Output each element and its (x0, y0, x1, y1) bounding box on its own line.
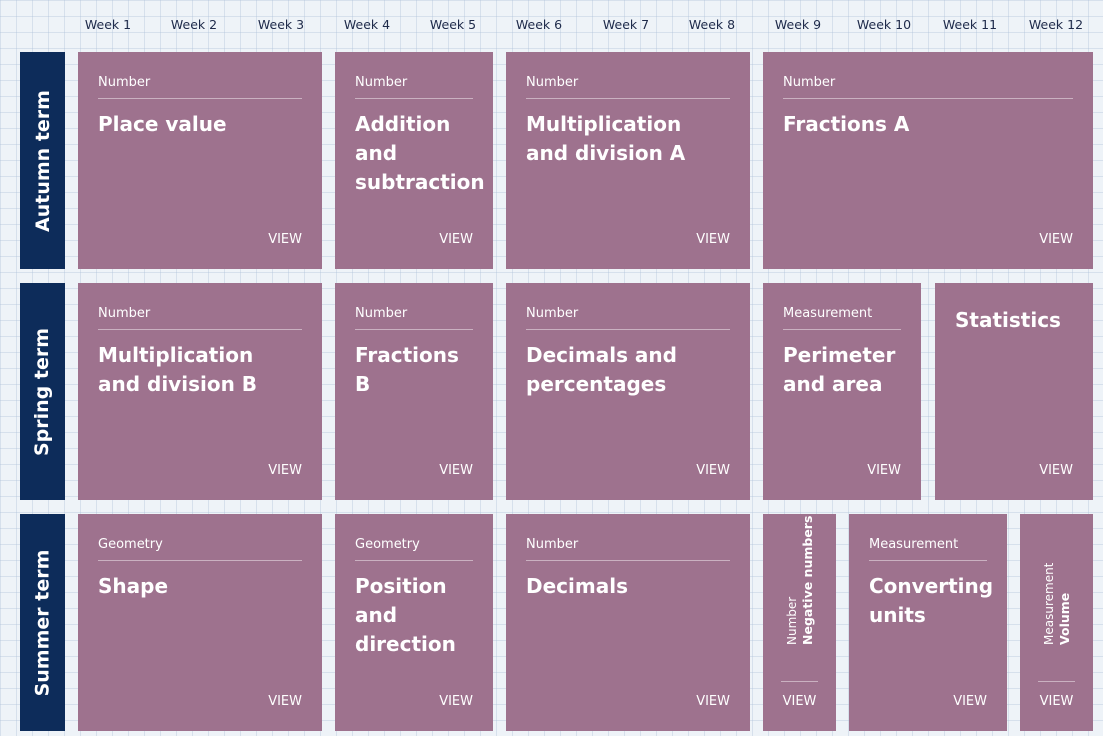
term-label-summer-text: Summer term (31, 549, 54, 696)
unit-title: Multiplication and division A (526, 112, 686, 165)
week-header-8: Week 8 (688, 17, 736, 32)
unit-card-multiplication-division-b[interactable]: Number Multiplication and division B VIE… (78, 283, 322, 500)
term-label-spring: Spring term (20, 283, 65, 500)
view-link[interactable]: VIEW (1039, 694, 1074, 709)
week-header-10: Week 10 (856, 17, 912, 32)
unit-category: Number (526, 306, 730, 330)
view-link[interactable]: VIEW (268, 694, 302, 709)
unit-category: Geometry (355, 537, 473, 561)
view-link[interactable]: VIEW (439, 694, 473, 709)
unit-card-addition-subtraction[interactable]: Number Addition and subtraction VIEW (335, 52, 493, 269)
unit-title: Decimals (526, 574, 628, 598)
unit-category: Number (783, 75, 1073, 99)
unit-title: Decimals and percentages (526, 343, 677, 396)
unit-title: Negative numbers (799, 515, 815, 645)
unit-card-place-value[interactable]: Number Place value VIEW (78, 52, 322, 269)
unit-title: Fractions A (783, 112, 910, 136)
unit-title: Volume (1056, 592, 1072, 645)
unit-title: Place value (98, 112, 227, 136)
view-link[interactable]: VIEW (867, 463, 901, 478)
unit-category: Measurement (869, 537, 987, 561)
unit-category: Number (355, 306, 473, 330)
unit-card-statistics[interactable]: Statistics VIEW (935, 283, 1093, 500)
unit-title: Fractions B (355, 343, 459, 396)
week-header-5: Week 5 (429, 17, 477, 32)
unit-title: Statistics (955, 308, 1061, 332)
unit-category: Geometry (98, 537, 302, 561)
view-link[interactable]: VIEW (696, 232, 730, 247)
view-link[interactable]: VIEW (1039, 232, 1073, 247)
unit-category: Measurement (783, 306, 901, 330)
week-header-6: Week 6 (515, 17, 563, 32)
unit-title: Shape (98, 574, 169, 598)
unit-title: Multiplication and division B (98, 343, 258, 396)
unit-title: Perimeter and area (783, 343, 896, 396)
unit-card-perimeter-area[interactable]: Measurement Perimeter and area VIEW (763, 283, 921, 500)
view-link[interactable]: VIEW (439, 463, 473, 478)
view-link[interactable]: VIEW (1039, 463, 1073, 478)
week-header-9: Week 9 (774, 17, 822, 32)
divider (1038, 681, 1075, 682)
week-header-4: Week 4 (343, 17, 391, 32)
unit-title: Position and direction (355, 574, 456, 656)
week-header-1: Week 1 (84, 17, 132, 32)
unit-category: Measurement (1041, 562, 1056, 645)
week-header-11: Week 11 (942, 17, 998, 32)
unit-category: Number (355, 75, 473, 99)
unit-card-fractions-a[interactable]: Number Fractions A VIEW (763, 52, 1093, 269)
unit-category: Number (526, 75, 730, 99)
unit-category: Number (98, 306, 302, 330)
view-link[interactable]: VIEW (696, 463, 730, 478)
unit-card-shape[interactable]: Geometry Shape VIEW (78, 514, 322, 731)
week-header-7: Week 7 (602, 17, 650, 32)
week-header-3: Week 3 (257, 17, 305, 32)
unit-title: Addition and subtraction (355, 112, 485, 194)
term-label-autumn-text: Autumn term (31, 89, 54, 232)
unit-category: Number (98, 75, 302, 99)
unit-card-multiplication-division-a[interactable]: Number Multiplication and division A VIE… (506, 52, 750, 269)
view-link[interactable]: VIEW (439, 232, 473, 247)
view-link[interactable]: VIEW (268, 463, 302, 478)
unit-title: Converting units (869, 574, 994, 627)
unit-card-decimals[interactable]: Number Decimals VIEW (506, 514, 750, 731)
unit-card-position-direction[interactable]: Geometry Position and direction VIEW (335, 514, 493, 731)
unit-card-converting-units[interactable]: Measurement Converting units VIEW (849, 514, 1007, 731)
unit-card-negative-numbers[interactable]: Number Negative numbers VIEW (763, 514, 836, 731)
week-header-12: Week 12 (1028, 17, 1084, 32)
term-label-summer: Summer term (20, 514, 65, 731)
unit-card-fractions-b[interactable]: Number Fractions B VIEW (335, 283, 493, 500)
view-link[interactable]: VIEW (268, 232, 302, 247)
term-label-spring-text: Spring term (31, 327, 54, 456)
unit-category: Number (526, 537, 730, 561)
unit-card-decimals-percentages[interactable]: Number Decimals and percentages VIEW (506, 283, 750, 500)
week-header-2: Week 2 (170, 17, 218, 32)
divider (781, 681, 818, 682)
view-link[interactable]: VIEW (696, 694, 730, 709)
term-label-autumn: Autumn term (20, 52, 65, 269)
unit-category: Number (784, 596, 799, 645)
view-link[interactable]: VIEW (953, 694, 987, 709)
view-link[interactable]: VIEW (782, 694, 817, 709)
unit-card-volume[interactable]: Measurement Volume VIEW (1020, 514, 1093, 731)
